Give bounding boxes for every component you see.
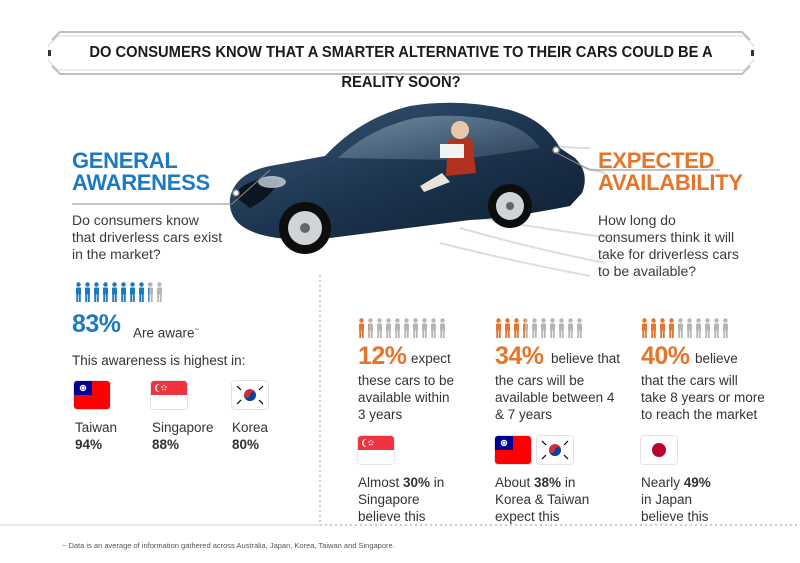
- expected-question: How long do consumers think it will take…: [598, 212, 739, 279]
- person-icon: [513, 318, 520, 338]
- person-icon: [722, 318, 729, 338]
- awareness-people-icons: [75, 282, 163, 302]
- taiwan-flag-icon: [495, 436, 531, 464]
- title-banner: DO CONSUMERS KNOW THAT A SMARTER ALTERNA…: [48, 30, 754, 91]
- person-icon: [668, 318, 675, 338]
- highest-label: This awareness is highest in:: [72, 353, 246, 368]
- col2-note: About 38% in Korea & Taiwan expect this: [495, 475, 590, 524]
- singapore-flag-icon: [358, 436, 394, 464]
- person-icon: [495, 318, 502, 338]
- aware-label: Are aware~: [133, 325, 200, 341]
- person-icon: [704, 318, 711, 338]
- person-icon: [93, 282, 100, 302]
- person-icon: [376, 318, 383, 338]
- people-icons-col2: [495, 318, 583, 338]
- people-icons-col3: [641, 318, 729, 338]
- person-icon: [576, 318, 583, 338]
- person-icon: [567, 318, 574, 338]
- singapore-flag-icon: [151, 381, 187, 409]
- person-icon: [367, 318, 374, 338]
- person-icon: [394, 318, 401, 338]
- page-title: DO CONSUMERS KNOW THAT A SMARTER ALTERNA…: [89, 44, 713, 91]
- general-question: Do consumers know that driverless cars e…: [72, 212, 223, 262]
- col1-text: these cars to be available within 3 year…: [358, 373, 455, 422]
- person-icon: [412, 318, 419, 338]
- person-icon: [540, 318, 547, 338]
- person-icon: [659, 318, 666, 338]
- korea-flag-icon: [232, 381, 268, 409]
- pct-col2: 34%: [495, 342, 544, 370]
- person-icon: [558, 318, 565, 338]
- col2-first-line: believe that: [551, 351, 621, 366]
- person-icon: [695, 318, 702, 338]
- taiwan-flag-icon: [74, 381, 110, 409]
- person-icon: [421, 318, 428, 338]
- person-icon: [531, 318, 538, 338]
- person-icon: [156, 282, 163, 302]
- person-icon: [385, 318, 392, 338]
- col1-first-line: expect: [411, 351, 451, 366]
- col3-text: that the cars will take 8 years or more …: [641, 373, 765, 422]
- people-icons-col1: [358, 318, 446, 338]
- country-singapore: Singapore 88%: [152, 420, 214, 452]
- person-icon: [641, 318, 648, 338]
- person-icon: [111, 282, 118, 302]
- person-icon: [120, 282, 127, 302]
- person-icon: [504, 318, 511, 338]
- banner-frame: [48, 31, 754, 75]
- col3-note: Nearly 49% in Japan believe this: [641, 475, 711, 524]
- person-icon: [84, 282, 91, 302]
- person-icon: [650, 318, 657, 338]
- korea-flag-icon: [537, 436, 573, 464]
- person-icon: [713, 318, 720, 338]
- country-taiwan: Taiwan 94%: [75, 420, 118, 452]
- person-icon: [686, 318, 693, 338]
- person-icon: [147, 282, 154, 302]
- pct-col3: 40%: [641, 342, 690, 370]
- person-icon: [138, 282, 145, 302]
- person-icon: [430, 318, 437, 338]
- general-awareness-heading: GENERAL AWARENESS: [72, 148, 210, 195]
- aware-percentage: 83%: [72, 310, 121, 338]
- person-icon: [358, 318, 365, 338]
- person-icon: [129, 282, 136, 302]
- person-icon: [403, 318, 410, 338]
- col2-text: the cars will be available between 4 & 7…: [495, 373, 615, 422]
- pct-col1: 12%: [358, 342, 407, 370]
- col1-note: Almost 30% in Singapore believe this: [358, 475, 445, 524]
- car-illustration: [210, 78, 611, 278]
- country-korea: Korea 80%: [232, 420, 269, 452]
- col3-first-line: believe: [695, 351, 738, 366]
- person-icon: [522, 318, 529, 338]
- person-icon: [439, 318, 446, 338]
- expected-availability-heading: EXPECTED AVAILABILITY: [598, 148, 743, 195]
- person-icon: [102, 282, 109, 302]
- person-icon: [75, 282, 82, 302]
- person-icon: [549, 318, 556, 338]
- footnote: ~ Data is an average of information gath…: [62, 541, 395, 550]
- person-icon: [677, 318, 684, 338]
- japan-flag-icon: [641, 436, 677, 464]
